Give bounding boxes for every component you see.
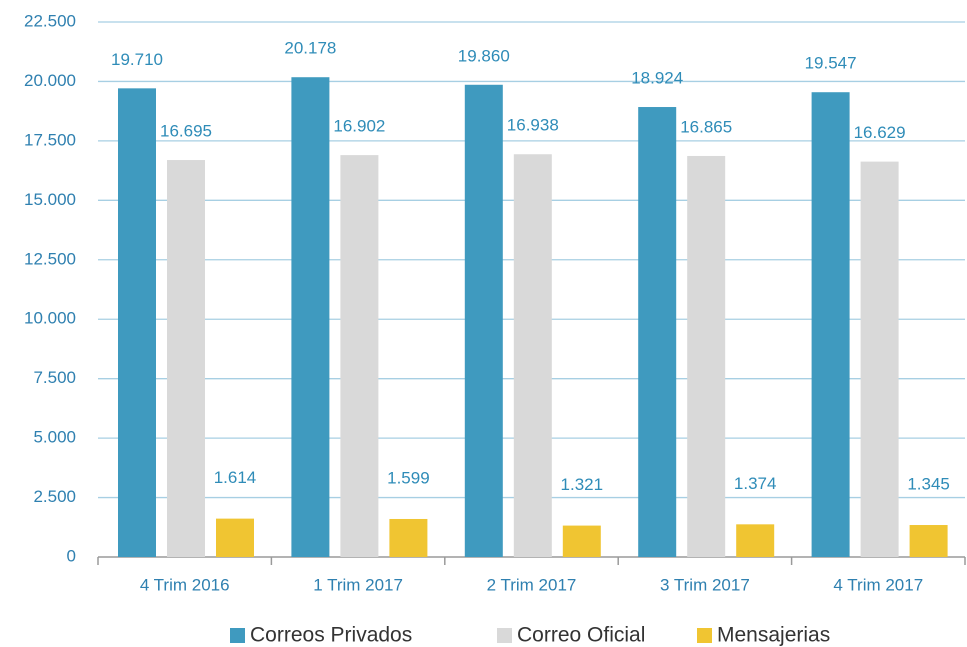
- legend-label: Mensajerias: [717, 624, 830, 647]
- x-tick-label: 4 Trim 2016: [140, 575, 230, 594]
- y-tick-label: 0: [67, 546, 76, 565]
- value-label: 1.374: [734, 474, 777, 493]
- value-label: 1.345: [907, 475, 950, 494]
- bar: [638, 107, 677, 558]
- x-tick-label: 4 Trim 2017: [833, 575, 923, 594]
- value-label: 1.599: [387, 468, 430, 487]
- value-label: 19.710: [111, 50, 163, 69]
- value-label: 16.938: [507, 116, 559, 135]
- bar: [687, 155, 726, 557]
- bar: [909, 525, 948, 557]
- value-label: 16.695: [160, 122, 212, 141]
- bar: [291, 77, 330, 557]
- value-label: 16.865: [680, 117, 732, 136]
- bar: [811, 92, 850, 558]
- legend-swatch: [697, 628, 712, 643]
- value-label: 19.860: [458, 46, 510, 65]
- x-tick-label: 2 Trim 2017: [487, 575, 577, 594]
- bar: [562, 525, 601, 557]
- value-label: 1.614: [214, 468, 257, 487]
- bar: [464, 84, 503, 558]
- y-tick-label: 7.500: [33, 368, 76, 387]
- legend-label: Correo Oficial: [517, 624, 645, 647]
- y-tick-label: 12.500: [24, 249, 76, 268]
- value-label: 20.178: [284, 39, 336, 58]
- bar: [513, 154, 552, 557]
- value-label: 16.629: [854, 123, 906, 142]
- x-tick-label: 1 Trim 2017: [313, 575, 403, 594]
- y-tick-label: 2.500: [33, 487, 76, 506]
- bar: [118, 88, 156, 557]
- bar: [389, 518, 428, 557]
- value-label: 1.321: [561, 475, 604, 494]
- value-label: 18.924: [631, 69, 683, 88]
- value-label: 16.902: [333, 117, 385, 136]
- value-label: 19.547: [805, 54, 857, 73]
- legend-label: Correos Privados: [250, 624, 412, 647]
- bar: [216, 518, 254, 557]
- x-tick-label: 3 Trim 2017: [660, 575, 750, 594]
- bar: [860, 161, 899, 557]
- y-tick-label: 5.000: [33, 428, 76, 447]
- y-tick-label: 17.500: [24, 130, 76, 149]
- bar: [736, 524, 775, 557]
- legend-swatch: [497, 628, 512, 643]
- legend-swatch: [230, 628, 245, 643]
- y-tick-label: 15.000: [24, 190, 76, 209]
- bar: [340, 155, 379, 557]
- y-tick-label: 10.000: [24, 309, 76, 328]
- y-tick-label: 20.000: [24, 71, 76, 90]
- bar: [167, 160, 205, 557]
- y-tick-label: 22.500: [24, 11, 76, 30]
